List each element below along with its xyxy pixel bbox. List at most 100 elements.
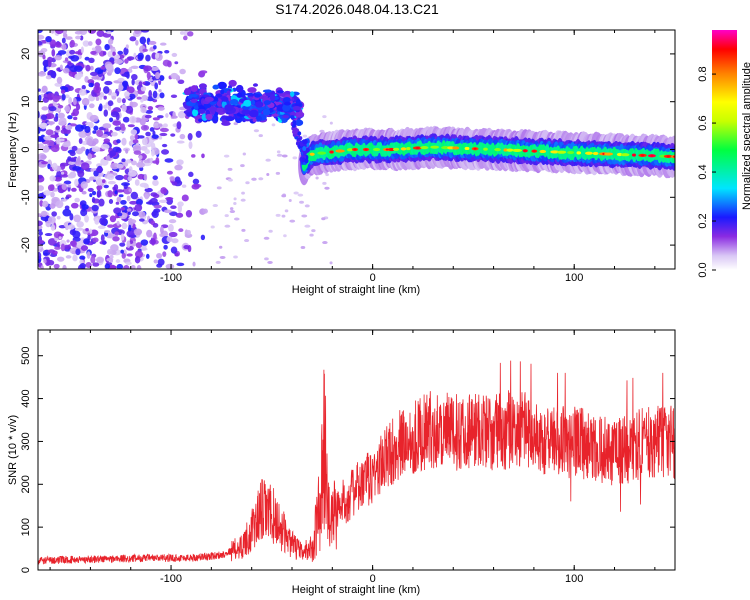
band-blob xyxy=(269,93,276,102)
noise-blob xyxy=(137,173,145,180)
noise-blob xyxy=(268,229,273,233)
ridge-hotspot xyxy=(416,147,420,150)
noise-blob xyxy=(149,239,157,245)
noise-blob xyxy=(42,54,46,60)
ridge-hotspot xyxy=(330,150,334,153)
noise-blob xyxy=(301,214,308,218)
noise-blob xyxy=(112,51,116,57)
noise-blob xyxy=(229,210,236,214)
noise-blob xyxy=(151,149,155,157)
noise-blob xyxy=(100,143,110,150)
noise-blob xyxy=(116,97,122,104)
noise-blob xyxy=(47,163,51,170)
noise-blob xyxy=(94,45,102,54)
noise-blob xyxy=(174,252,179,257)
noise-blob xyxy=(68,97,73,105)
noise-blob xyxy=(215,260,221,264)
noise-blob xyxy=(81,204,89,210)
noise-blob xyxy=(40,154,47,160)
noise-blob xyxy=(127,176,133,182)
noise-blob xyxy=(43,258,47,264)
band-blob xyxy=(220,89,225,95)
noise-blob xyxy=(299,200,304,204)
noise-blob xyxy=(56,215,61,220)
noise-blob xyxy=(103,104,108,109)
noise-blob xyxy=(170,246,178,254)
noise-blob xyxy=(140,239,149,246)
ridge-hotspot xyxy=(392,147,400,151)
noise-blob xyxy=(93,85,102,94)
noise-blob xyxy=(153,45,157,50)
snr-xtick-label: -100 xyxy=(160,573,182,585)
noise-blob xyxy=(322,115,327,119)
noise-blob xyxy=(275,213,281,217)
noise-blob xyxy=(163,244,168,250)
noise-blob xyxy=(96,30,105,37)
noise-blob xyxy=(73,65,83,72)
noise-blob xyxy=(170,205,177,209)
noise-blob xyxy=(212,204,219,208)
noise-blob xyxy=(171,181,178,186)
noise-blob xyxy=(134,250,143,259)
noise-blob xyxy=(162,251,167,257)
noise-blob xyxy=(322,181,327,185)
noise-blob xyxy=(38,239,45,244)
noise-blob xyxy=(164,50,170,54)
noise-blob xyxy=(121,252,126,259)
ridge-blob xyxy=(304,158,309,164)
noise-blob xyxy=(253,129,260,133)
noise-blob xyxy=(134,256,141,264)
noise-blob xyxy=(117,77,125,82)
noise-blob xyxy=(115,112,120,121)
ridge-hotspot xyxy=(309,152,315,156)
noise-blob xyxy=(321,217,326,221)
noise-blob xyxy=(43,65,47,73)
noise-blob xyxy=(106,30,112,35)
noise-blob xyxy=(329,261,333,265)
noise-blob xyxy=(74,51,81,55)
noise-blob xyxy=(81,97,90,106)
noise-blob xyxy=(62,67,70,74)
noise-blob xyxy=(140,98,144,103)
noise-blob xyxy=(192,178,200,185)
noise-blob xyxy=(88,57,95,64)
noise-blob xyxy=(263,236,270,240)
noise-blob xyxy=(152,160,160,164)
noise-blob xyxy=(104,229,111,234)
noise-blob xyxy=(121,104,127,112)
noise-blob xyxy=(218,245,223,249)
snr-ytick-label: 100 xyxy=(20,518,32,536)
band-blob xyxy=(215,107,224,113)
noise-blob xyxy=(79,35,84,41)
noise-blob xyxy=(89,114,99,123)
noise-blob xyxy=(131,78,135,86)
noise-blob xyxy=(159,92,165,99)
noise-blob xyxy=(38,88,41,92)
spectrogram-ytick-label: -20 xyxy=(20,237,32,253)
noise-blob xyxy=(158,89,162,93)
noise-blob xyxy=(101,179,106,184)
noise-blob xyxy=(240,198,246,202)
noise-blob xyxy=(76,221,84,228)
noise-blob xyxy=(47,184,55,192)
noise-blob xyxy=(38,136,44,142)
noise-blob xyxy=(114,59,124,65)
noise-blob xyxy=(138,155,143,160)
noise-blob xyxy=(126,195,131,202)
noise-blob xyxy=(174,61,179,65)
noise-blob xyxy=(62,142,71,148)
noise-blob xyxy=(69,213,74,221)
noise-blob xyxy=(241,191,245,195)
spectrogram-heatmap xyxy=(38,30,675,269)
noise-blob xyxy=(90,50,97,55)
noise-blob xyxy=(38,185,44,192)
noise-blob xyxy=(96,185,101,191)
noise-blob xyxy=(96,177,103,186)
noise-blob xyxy=(38,220,43,227)
noise-blob xyxy=(147,106,154,111)
noise-blob xyxy=(69,158,76,162)
snr-ytick-label: 300 xyxy=(20,432,32,450)
noise-blob xyxy=(38,40,43,46)
noise-blob xyxy=(134,203,143,212)
noise-blob xyxy=(96,191,101,198)
